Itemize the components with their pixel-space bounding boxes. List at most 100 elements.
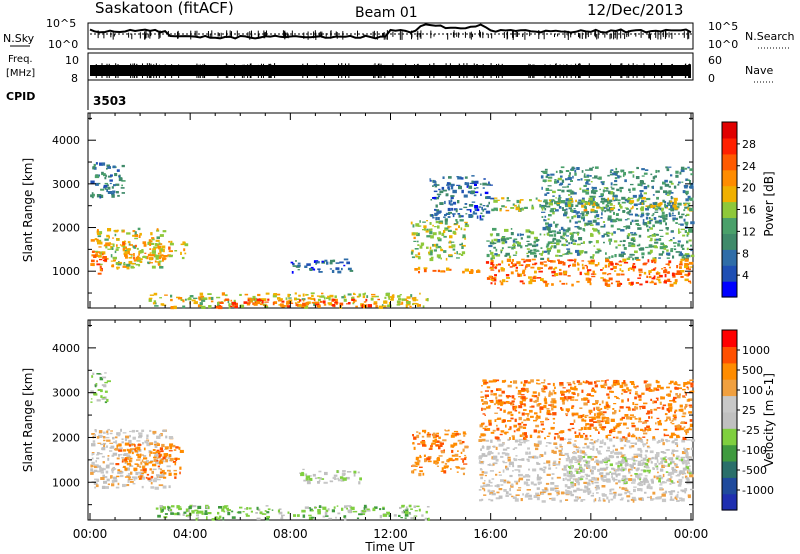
heatmap-cell	[559, 382, 564, 386]
heatmap-cell	[656, 398, 659, 401]
heatmap-cell	[158, 461, 164, 464]
heatmap-cell	[144, 252, 147, 254]
heatmap-cell	[429, 231, 433, 235]
heatmap-cell	[486, 205, 489, 207]
heatmap-cell	[529, 406, 532, 408]
heatmap-cell	[438, 445, 441, 450]
heatmap-cell	[123, 453, 129, 455]
heatmap-cell	[103, 476, 108, 479]
heatmap-cell	[686, 438, 691, 441]
heatmap-cell	[589, 167, 593, 171]
heatmap-cell	[308, 475, 312, 477]
heatmap-cell	[609, 174, 613, 176]
heatmap-cell	[647, 259, 650, 263]
heatmap-cell	[290, 302, 294, 304]
heatmap-cell	[505, 252, 510, 256]
heatmap-cell	[429, 447, 433, 449]
heatmap-cell	[176, 505, 180, 509]
heatmap-cell	[663, 281, 667, 284]
heatmap-cell	[554, 201, 558, 205]
heatmap-cell	[94, 478, 98, 481]
heatmap-cell	[596, 492, 599, 494]
heatmap-cell	[588, 409, 593, 413]
heatmap-cell	[521, 435, 525, 437]
heatmap-cell	[102, 447, 106, 451]
heatmap-cell	[645, 449, 648, 453]
heatmap-cell	[583, 454, 588, 456]
heatmap-cell	[464, 176, 468, 179]
heatmap-cell	[688, 229, 693, 233]
heatmap-cell	[436, 432, 439, 435]
heatmap-cell	[141, 454, 144, 456]
heatmap-cell	[119, 470, 122, 473]
heatmap-cell	[620, 254, 624, 258]
heatmap-cell	[471, 180, 474, 183]
heatmap-cell	[575, 479, 580, 482]
heatmap-cell	[576, 471, 581, 474]
heatmap-cell	[570, 203, 573, 206]
heatmap-cell	[495, 396, 498, 400]
heatmap-cell	[646, 458, 649, 462]
heatmap-cell	[536, 476, 542, 479]
heatmap-cell	[99, 467, 102, 471]
heatmap-cell	[163, 476, 167, 479]
heatmap-cell	[170, 240, 173, 244]
heatmap-cell	[645, 207, 649, 211]
heatmap-cell	[104, 401, 108, 404]
heatmap-cell	[544, 466, 547, 469]
heatmap-cell	[652, 185, 654, 189]
heatmap-cell	[91, 195, 94, 199]
heatmap-cell	[403, 509, 406, 511]
heatmap-cell	[518, 273, 523, 277]
heatmap-cell	[447, 459, 450, 463]
heatmap-cell	[666, 271, 669, 274]
heatmap-cell	[552, 412, 557, 416]
heatmap-cell	[544, 264, 548, 267]
heatmap-cell	[207, 512, 212, 515]
heatmap-cell	[596, 217, 600, 220]
heatmap-cell	[171, 505, 175, 508]
heatmap-cell	[501, 197, 505, 200]
heatmap-cell	[307, 297, 312, 300]
heatmap-cell	[569, 464, 572, 467]
heatmap-cell	[448, 254, 453, 256]
heatmap-cell	[123, 262, 126, 264]
heatmap-cell	[592, 270, 595, 274]
heatmap-cell	[469, 209, 472, 213]
heatmap-cell	[554, 433, 559, 435]
heatmap-cell	[126, 454, 131, 458]
heatmap-cell	[109, 242, 111, 245]
heatmap-cell	[503, 462, 508, 464]
heatmap-cell	[129, 459, 131, 463]
heatmap-cell	[154, 452, 159, 456]
heatmap-cell	[646, 466, 650, 469]
heatmap-cell	[690, 488, 694, 491]
heatmap-cell	[197, 505, 202, 509]
heatmap-cell	[96, 263, 101, 266]
heatmap-cell	[450, 241, 455, 243]
heatmap-cell	[379, 508, 382, 511]
heatmap-cell	[654, 175, 657, 178]
heatmap-cell	[507, 456, 509, 459]
heatmap-cell	[657, 203, 662, 207]
heatmap-cell	[682, 190, 686, 194]
heatmap-cell	[445, 227, 449, 230]
heatmap-cell	[645, 384, 649, 388]
heatmap-cell	[558, 232, 561, 234]
heatmap-cell	[676, 270, 681, 274]
heatmap-cell	[597, 203, 600, 206]
heatmap-cell	[603, 467, 608, 470]
heatmap-cell	[563, 213, 567, 217]
heatmap-cell	[667, 478, 670, 481]
heatmap-cell	[401, 298, 406, 301]
heatmap-cell	[670, 249, 674, 253]
heatmap-cell	[656, 272, 659, 275]
heatmap-cell	[406, 301, 411, 305]
heatmap-cell	[96, 260, 98, 263]
heatmap-cell	[506, 200, 511, 202]
heatmap-cell	[604, 282, 608, 286]
heatmap-cell	[484, 425, 488, 428]
heatmap-cell	[526, 492, 530, 495]
heatmap-cell	[189, 295, 194, 298]
heatmap-cell	[433, 249, 437, 252]
